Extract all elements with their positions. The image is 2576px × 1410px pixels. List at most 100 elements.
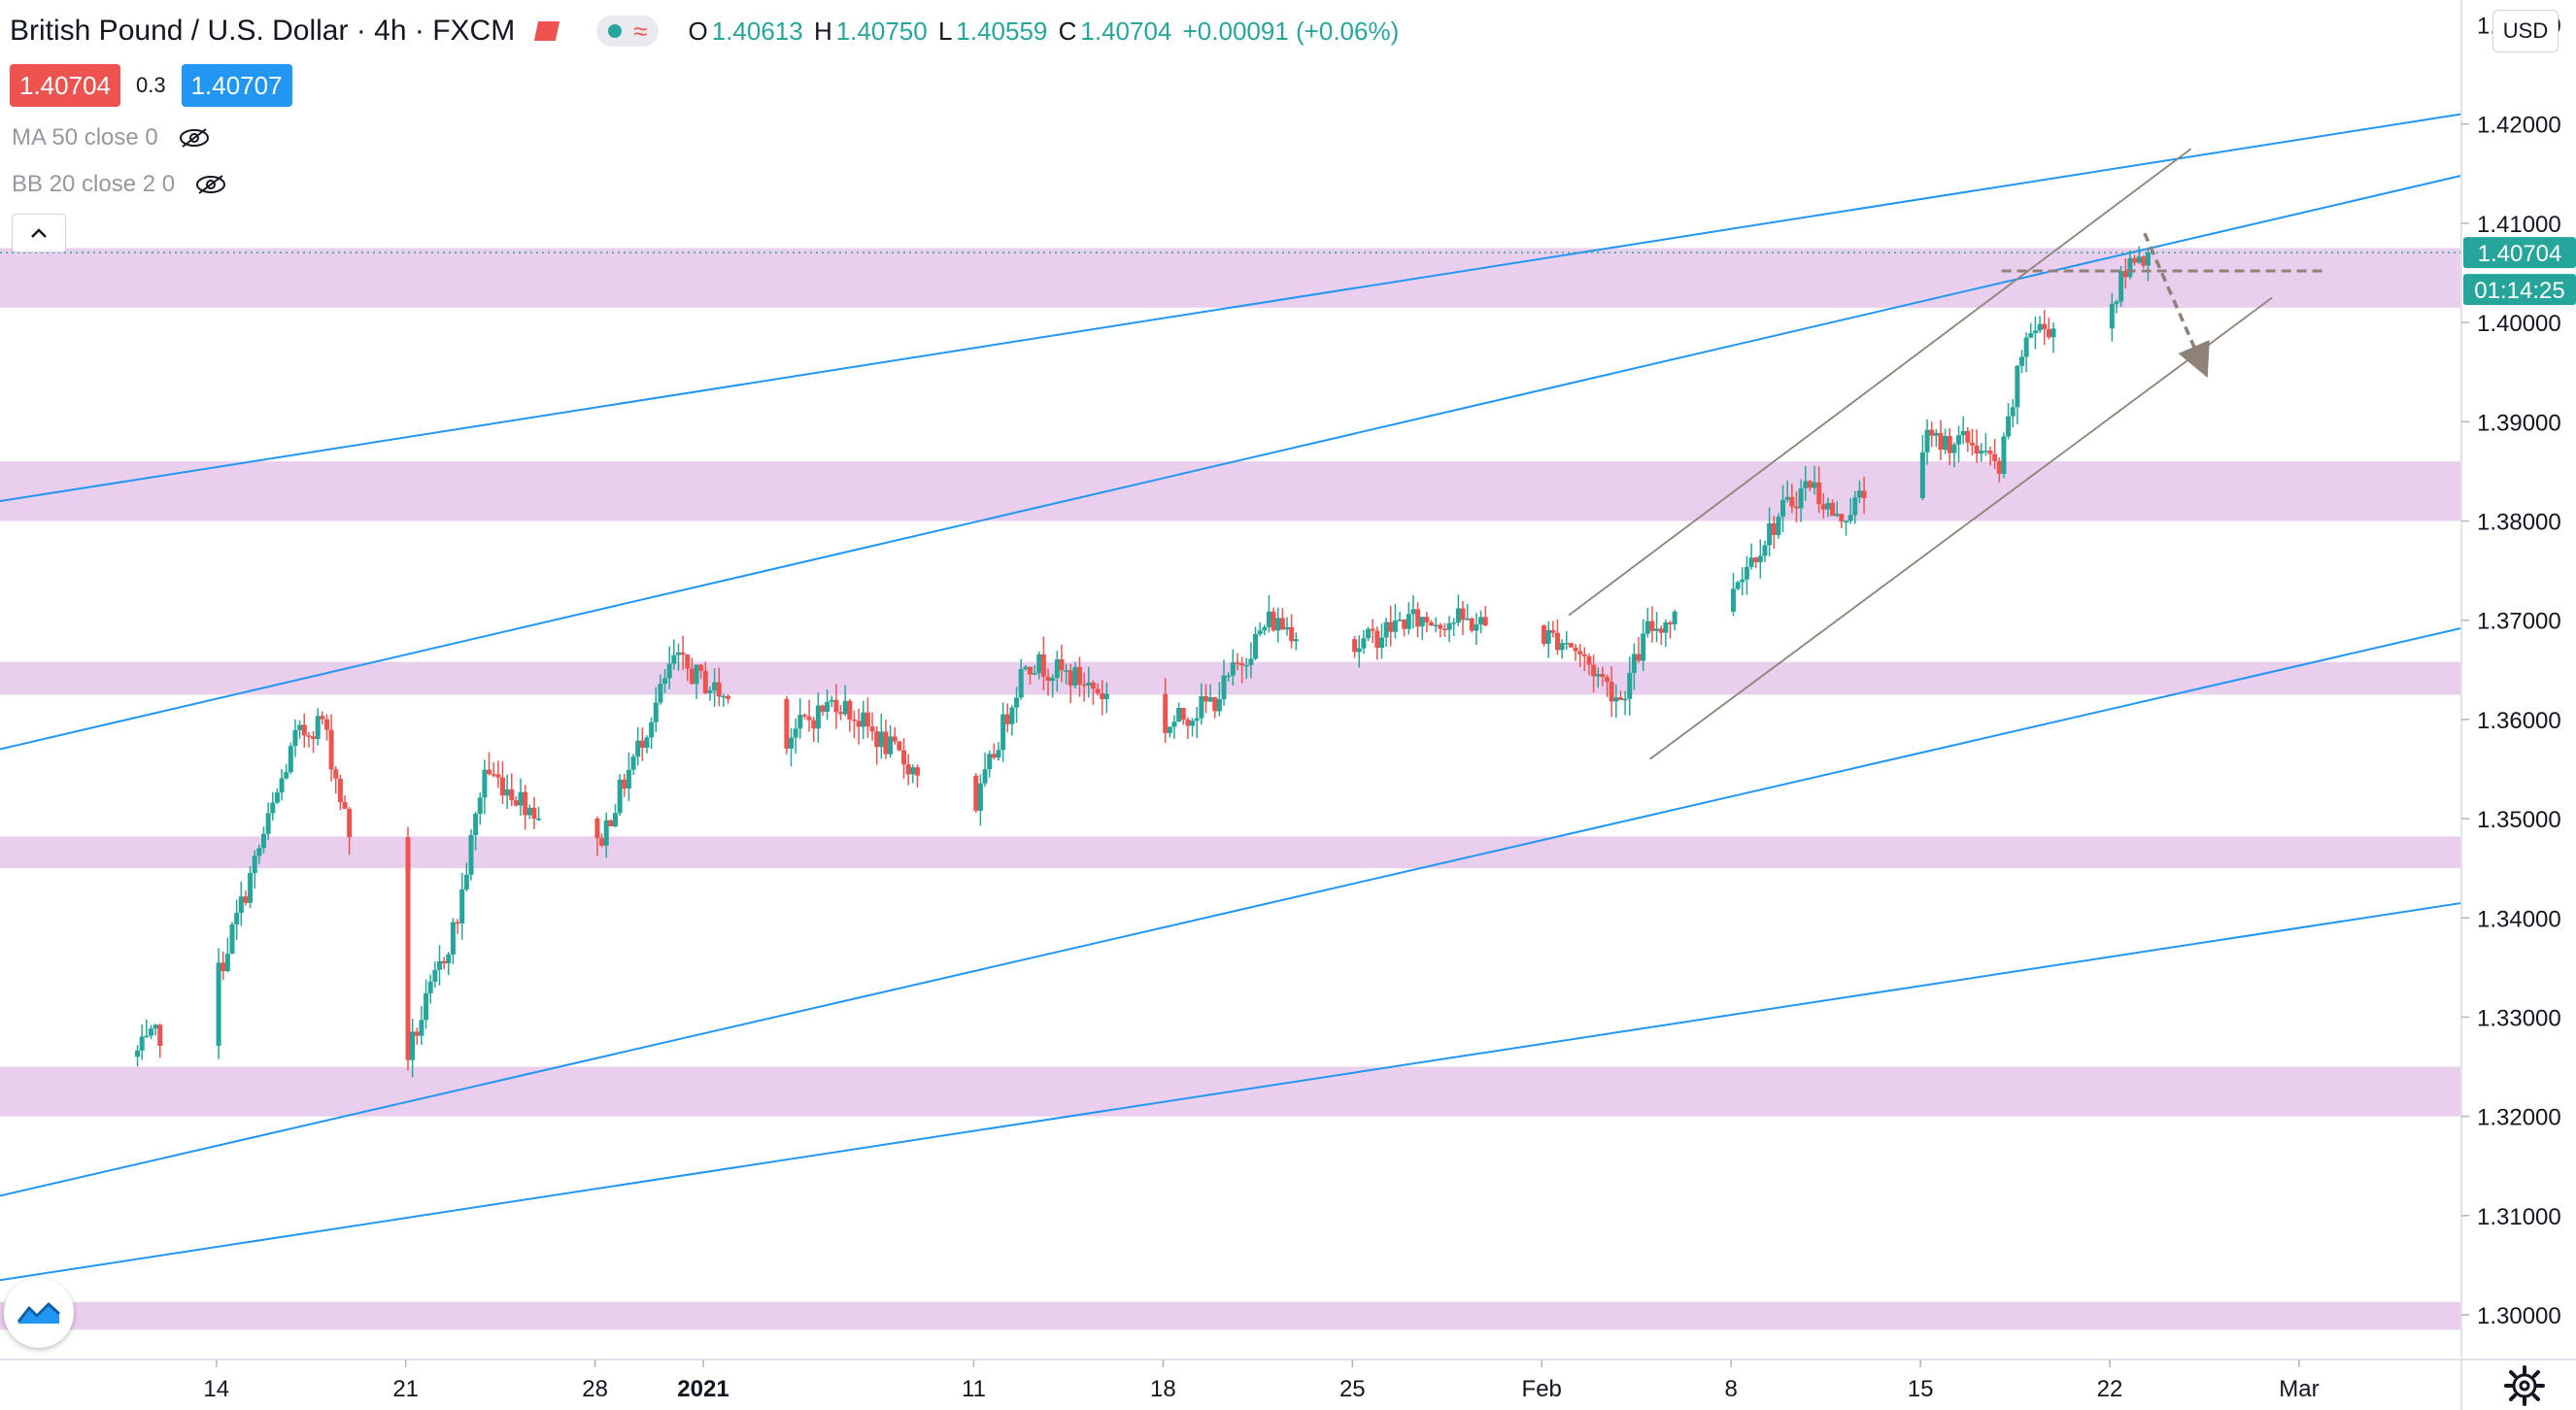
price-tick-label: 1.36000 xyxy=(2477,708,2561,734)
tradingview-logo[interactable] xyxy=(4,1278,74,1348)
candle-body xyxy=(825,701,830,713)
gear-icon[interactable] xyxy=(2504,1365,2545,1406)
title-sep-1: · xyxy=(348,15,375,47)
candle-body xyxy=(1545,629,1551,644)
candle-body xyxy=(1969,442,1975,446)
candle-body xyxy=(1613,697,1619,702)
candle-body xyxy=(342,801,348,809)
candle-body xyxy=(1239,663,1245,666)
eye-hidden-icon[interactable] xyxy=(178,127,211,149)
candle-body xyxy=(1856,490,1862,498)
candle-body xyxy=(1257,630,1263,634)
trendline[interactable] xyxy=(0,901,2462,1282)
candle-body xyxy=(1275,618,1281,631)
candle-body xyxy=(477,797,483,814)
candle-body xyxy=(1668,621,1673,624)
projection-arrow[interactable] xyxy=(2143,232,2210,379)
candle-body xyxy=(1600,674,1606,678)
indicator-ma[interactable]: MA 50 close 0 xyxy=(12,124,211,151)
candle-body xyxy=(833,699,839,713)
eye-hidden-icon[interactable] xyxy=(194,174,227,195)
countdown-label: 01:14:25 xyxy=(2474,278,2564,304)
channel-line[interactable] xyxy=(1568,148,2192,617)
wave-icon: ≈ xyxy=(633,17,648,46)
candle-body xyxy=(1361,638,1367,649)
candle-body xyxy=(721,695,727,698)
candle-body xyxy=(526,807,532,816)
time-tick-label: 25 xyxy=(1339,1376,1366,1402)
candle-body xyxy=(806,716,812,721)
candle-body xyxy=(1825,502,1831,510)
candle-body xyxy=(707,690,713,693)
candle-body xyxy=(1586,655,1592,665)
candle-body xyxy=(1542,625,1547,644)
candle-body xyxy=(991,754,997,758)
candle-body xyxy=(306,735,312,737)
candle-body xyxy=(1478,617,1484,625)
candle-body xyxy=(838,712,844,715)
currency-button[interactable]: USD xyxy=(2492,10,2559,52)
collapse-legend-button[interactable] xyxy=(12,214,66,252)
candle-body xyxy=(1455,608,1461,623)
candle-body xyxy=(284,772,289,779)
market-status-pill[interactable]: ≈ xyxy=(596,16,660,47)
candle-body xyxy=(1018,668,1024,698)
candle-body xyxy=(1617,697,1623,700)
candle-body xyxy=(2006,416,2012,437)
candle-body xyxy=(1780,499,1786,518)
candle-body xyxy=(513,800,519,806)
candle-body xyxy=(1366,628,1372,639)
candle-body xyxy=(1938,432,1944,451)
candle-body xyxy=(1595,674,1601,677)
candle-body xyxy=(1100,692,1105,700)
candle-body xyxy=(1960,430,1966,436)
candle-body xyxy=(1383,621,1389,638)
price-zone[interactable] xyxy=(0,461,2461,521)
candle-body xyxy=(726,695,731,699)
candle-body xyxy=(509,789,515,801)
candle-body xyxy=(1212,696,1218,712)
candle-body xyxy=(1834,514,1840,517)
candle-body xyxy=(793,728,798,738)
price-tick-label: 1.40000 xyxy=(2477,311,2561,337)
price-tick-label: 1.37000 xyxy=(2477,609,2561,635)
buy-button[interactable]: 1.40707 xyxy=(181,64,292,107)
candle-body xyxy=(328,729,334,770)
time-tick-label: 18 xyxy=(1150,1376,1176,1402)
candle-body xyxy=(220,962,226,971)
candle-body xyxy=(261,833,266,849)
trendline[interactable] xyxy=(0,113,2462,503)
candle-body xyxy=(1262,626,1268,631)
candle-body xyxy=(1672,611,1678,624)
candle-body xyxy=(419,1020,424,1036)
candle-body xyxy=(274,792,280,803)
candle-body xyxy=(1744,566,1749,580)
candle-body xyxy=(1577,651,1583,655)
candle-body xyxy=(1757,555,1763,562)
candle-body xyxy=(901,750,907,765)
candle-body xyxy=(1441,628,1447,631)
channel-line[interactable] xyxy=(1649,296,2273,760)
price-zone[interactable] xyxy=(0,836,2461,869)
price-zone[interactable] xyxy=(0,1301,2461,1330)
candle-body xyxy=(1081,684,1087,687)
trendline[interactable] xyxy=(0,626,2462,1197)
candle-body xyxy=(689,668,695,685)
price-tick-label: 1.42000 xyxy=(2477,113,2561,139)
sell-button[interactable]: 1.40704 xyxy=(10,64,120,107)
candle-body xyxy=(1852,497,1858,516)
indicator-bb[interactable]: BB 20 close 2 0 xyxy=(12,171,227,198)
candle-body xyxy=(2042,323,2048,329)
symbol-name[interactable]: British Pound / U.S. Dollar xyxy=(10,15,349,47)
candle-body xyxy=(248,873,254,903)
flag-icon[interactable] xyxy=(534,21,560,41)
candle-body xyxy=(1221,675,1227,699)
candle-body xyxy=(1929,429,1935,436)
interval-label[interactable]: 4h xyxy=(374,15,407,47)
price-tick-label: 1.39000 xyxy=(2477,410,2561,436)
candle-body xyxy=(148,1028,153,1036)
candle-body xyxy=(229,923,235,955)
candle-body xyxy=(238,896,244,914)
price-zone[interactable] xyxy=(0,248,2461,308)
